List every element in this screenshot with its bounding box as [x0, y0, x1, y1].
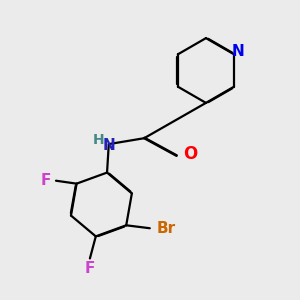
Text: N: N — [232, 44, 245, 59]
Text: F: F — [40, 173, 51, 188]
Text: H: H — [93, 133, 104, 147]
Text: O: O — [183, 146, 197, 164]
Text: N: N — [102, 138, 115, 153]
Text: Br: Br — [156, 221, 176, 236]
Text: F: F — [85, 261, 95, 276]
